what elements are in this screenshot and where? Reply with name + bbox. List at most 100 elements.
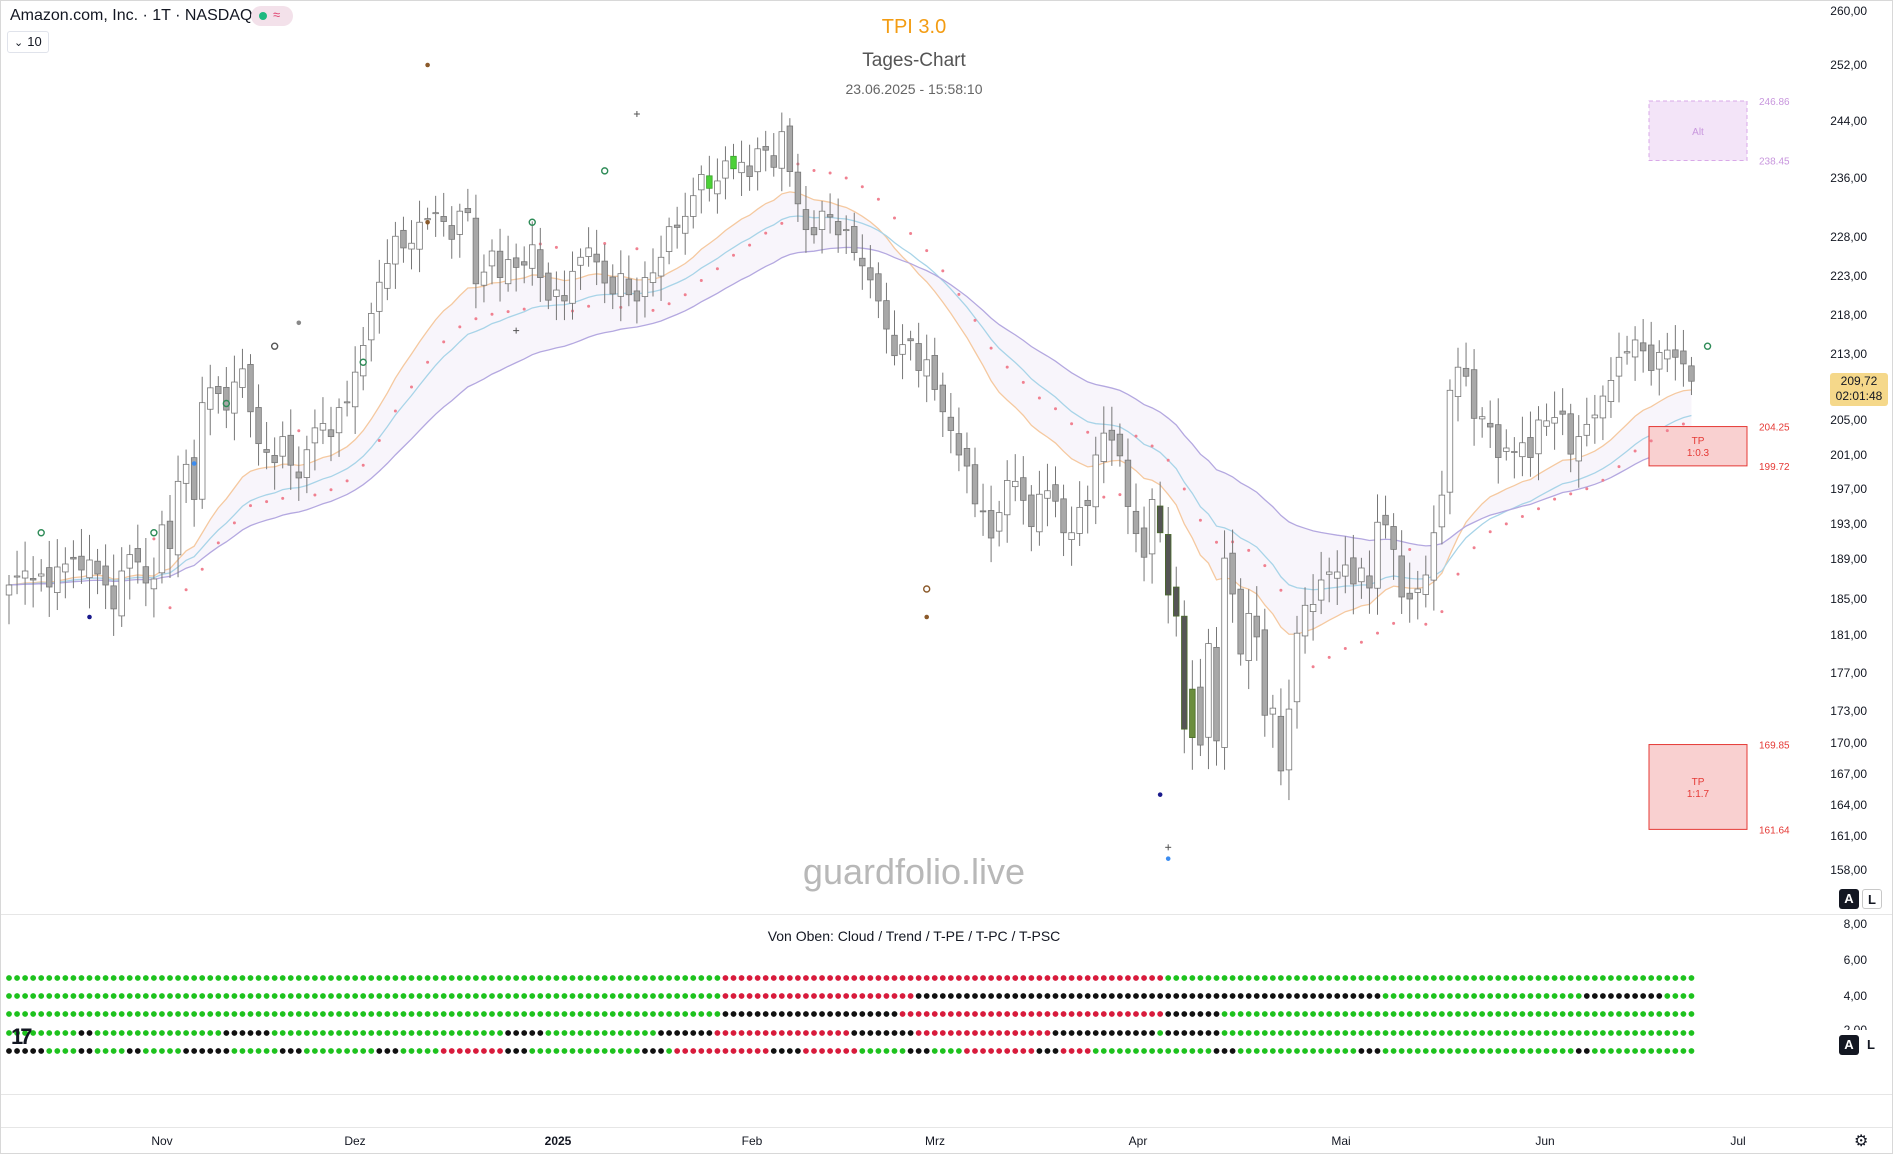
candle-body	[947, 416, 955, 431]
price-axis-label: 193,00	[1830, 517, 1867, 531]
oscillator-dot	[223, 1011, 230, 1017]
oscillator-dot	[1358, 1030, 1365, 1036]
oscillator-dot	[1648, 1011, 1655, 1017]
oscillator-dot	[577, 1011, 584, 1017]
oscillator-dot	[625, 975, 632, 981]
oscillator-dot	[1624, 1030, 1630, 1036]
oscillator-dot	[1253, 993, 1260, 999]
candle-body	[641, 277, 649, 297]
candle-body	[673, 224, 681, 228]
status-pill[interactable]: ≈	[251, 6, 293, 26]
oscillator-dot	[956, 1048, 962, 1054]
tradingview-logo-icon[interactable]: 17	[11, 1024, 33, 1049]
oscillator-dot	[14, 993, 20, 999]
oscillator-dot	[1648, 993, 1655, 999]
oscillator-dot	[569, 1011, 576, 1017]
candle-body	[826, 214, 834, 218]
oscillator-dot	[1406, 993, 1413, 999]
candle-body	[54, 566, 61, 593]
interval-selector[interactable]: ⌄ 10	[7, 31, 49, 53]
oscillator-dot	[126, 1011, 133, 1017]
interval-value: 10	[27, 34, 42, 49]
oscillator-dot	[255, 975, 262, 981]
log-scale-button[interactable]: L	[1862, 889, 1882, 909]
oscillator-dot	[86, 1030, 93, 1036]
oscillator-dot	[1302, 975, 1308, 981]
oscillator-dot	[167, 1011, 173, 1017]
oscillator-dot	[1680, 993, 1687, 999]
oscillator-dot	[1028, 1048, 1035, 1054]
gear-icon[interactable]: ⚙	[1854, 1133, 1869, 1150]
oscillator-dot	[1672, 1030, 1679, 1036]
oscillator-dot	[714, 993, 721, 999]
oscillator-dot	[553, 993, 560, 999]
oscillator-dot	[352, 1048, 359, 1054]
oscillator-dot	[271, 993, 278, 999]
oscillator-dot	[1269, 1048, 1276, 1054]
oscillator-dot	[537, 975, 544, 981]
candle-body	[907, 338, 914, 342]
oscillator-dot	[1567, 1030, 1574, 1036]
oscillator-dot	[408, 1030, 415, 1036]
pane-separator[interactable]	[1, 914, 1892, 915]
signal-dot	[1165, 856, 1171, 861]
oscillator-dot	[1463, 975, 1469, 981]
trend-dot	[1279, 588, 1283, 592]
candle-body	[1599, 395, 1607, 419]
oscillator-dot	[1648, 1030, 1655, 1036]
candle-body	[1317, 579, 1325, 601]
oscillator-dot	[561, 1030, 568, 1036]
oscillator-dot	[1575, 993, 1582, 999]
oscillator-dot	[400, 1030, 407, 1036]
auto-scale-button[interactable]: A	[1839, 889, 1859, 909]
oscillator-dot	[54, 1030, 61, 1036]
oscillator-dot	[1036, 975, 1043, 981]
oscillator-dot	[1398, 1030, 1405, 1036]
oscillator-dot	[923, 993, 930, 999]
oscillator-dot	[1189, 1030, 1196, 1036]
trend-dot	[1585, 487, 1589, 491]
oscillator-dot	[867, 1030, 874, 1036]
oscillator-dot	[1366, 993, 1373, 999]
oscillator-dot	[1471, 993, 1477, 999]
osc-log-scale-button[interactable]: L	[1867, 1037, 1875, 1052]
oscillator-dot	[1141, 1030, 1147, 1036]
oscillator-dot	[1664, 1048, 1671, 1054]
candle-body	[1607, 379, 1615, 403]
oscillator-dot	[545, 1030, 552, 1036]
candle-body	[625, 278, 633, 296]
oscillator-dot	[46, 1030, 53, 1036]
oscillator-dot	[1278, 1048, 1284, 1054]
symbol-title[interactable]: Amazon.com, Inc. · 1T · NASDAQ	[10, 7, 253, 24]
time-axis-label: 2025	[544, 1134, 572, 1148]
oscillator-dot	[674, 1030, 681, 1036]
oscillator-dot	[126, 1030, 133, 1036]
oscillator-dot	[634, 1011, 640, 1017]
oscillator-dot	[312, 1011, 318, 1017]
oscillator-dot	[344, 993, 350, 999]
candle-body	[754, 148, 761, 173]
oscillator-dot	[1141, 1011, 1147, 1017]
oscillator-dot	[1503, 1030, 1510, 1036]
oscillator-dot	[1374, 1030, 1381, 1036]
oscillator-dot	[303, 1030, 310, 1036]
candle-body	[553, 289, 560, 297]
oscillator-dot	[126, 993, 133, 999]
oscillator-dot	[1656, 1011, 1663, 1017]
oscillator-dot	[1583, 1048, 1590, 1054]
trend-dot	[216, 541, 220, 545]
oscillator-dot	[1342, 975, 1349, 981]
time-axis-label: Nov	[151, 1134, 173, 1148]
oscillator-dot	[1366, 1030, 1373, 1036]
time-axis-label: Jun	[1535, 1134, 1555, 1148]
osc-auto-scale-button[interactable]: A	[1839, 1035, 1859, 1055]
oscillator-dot	[175, 1011, 181, 1017]
candle-body	[883, 300, 890, 330]
trend-dot	[909, 232, 913, 236]
oscillator-dot	[682, 1030, 689, 1036]
oscillator-dot	[167, 993, 173, 999]
candle-body	[158, 524, 166, 574]
oscillator-dot	[650, 1048, 656, 1054]
oscillator-dot	[1463, 1011, 1469, 1017]
